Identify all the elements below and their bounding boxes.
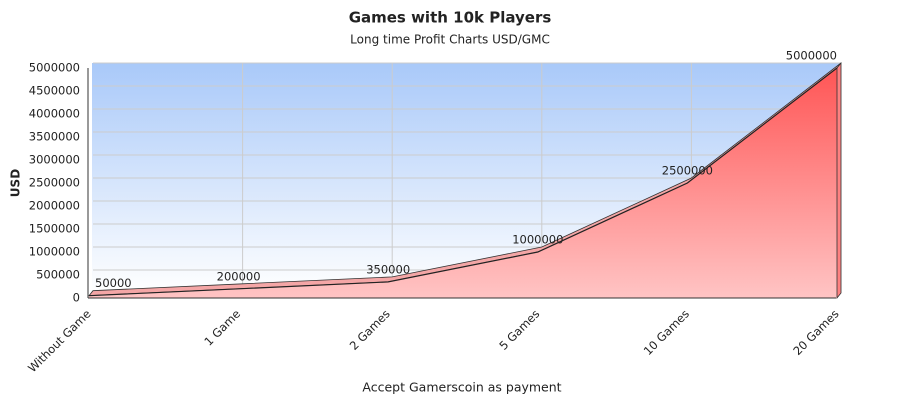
y-tick-label: 4000000 xyxy=(29,107,80,121)
x-axis-label: Accept Gamerscoin as payment xyxy=(362,380,561,395)
chart-subtitle: Long time Profit Charts USD/GMC xyxy=(350,33,550,47)
chart-title: Games with 10k Players xyxy=(349,9,552,27)
y-tick-label: 4500000 xyxy=(29,84,80,98)
y-tick-label: 2500000 xyxy=(29,176,80,190)
y-tick-label: 2000000 xyxy=(29,199,80,213)
marks xyxy=(88,61,842,300)
x-tick-label: 10 Games xyxy=(641,307,692,358)
x-tick-label: Without Game xyxy=(25,307,93,375)
value-label: 1000000 xyxy=(512,233,563,247)
x-tick-label: 1 Game xyxy=(201,307,243,349)
x-tick-label: 2 Games xyxy=(347,307,393,353)
value-label: 350000 xyxy=(366,262,410,276)
x-tick-label: 20 Games xyxy=(790,307,841,358)
y-tick-label: 5000000 xyxy=(29,61,80,75)
value-label: 2500000 xyxy=(662,164,713,178)
y-tick-label: 3500000 xyxy=(29,130,80,144)
area xyxy=(89,68,837,298)
area-side xyxy=(836,61,842,300)
value-label: 5000000 xyxy=(786,49,837,63)
value-label: 50000 xyxy=(95,276,132,290)
y-tick-label: 3000000 xyxy=(29,153,80,167)
y-axis-label: USD xyxy=(9,169,23,197)
y-tick-label: 1500000 xyxy=(29,222,80,236)
y-tick-label: 0 xyxy=(73,291,80,305)
y-tick-label: 500000 xyxy=(36,268,80,282)
value-label: 200000 xyxy=(217,269,261,283)
x-tick-label: 5 Games xyxy=(496,307,542,353)
line xyxy=(88,67,838,297)
y-tick-label: 1000000 xyxy=(29,245,80,259)
